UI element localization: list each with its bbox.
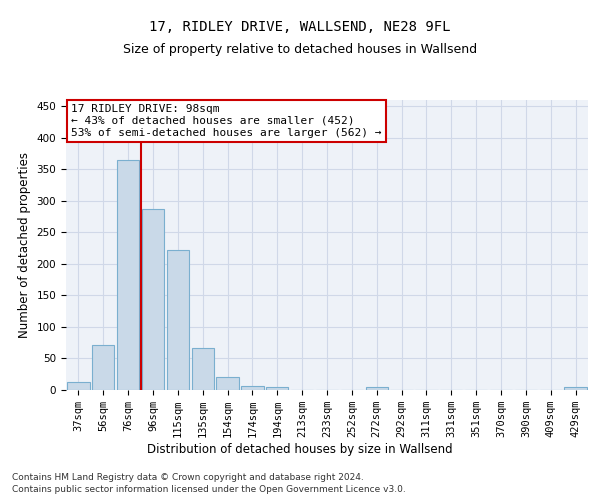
Bar [191, 348, 214, 390]
Text: Size of property relative to detached houses in Wallsend: Size of property relative to detached ho… [123, 42, 477, 56]
Bar [142, 209, 164, 390]
Text: 17 RIDLEY DRIVE: 98sqm
← 43% of detached houses are smaller (452)
53% of semi-de: 17 RIDLEY DRIVE: 98sqm ← 43% of detached… [71, 104, 382, 138]
Text: Contains HM Land Registry data © Crown copyright and database right 2024.: Contains HM Land Registry data © Crown c… [12, 472, 364, 482]
Bar [167, 250, 189, 390]
Bar [117, 160, 139, 390]
Y-axis label: Number of detached properties: Number of detached properties [18, 152, 31, 338]
Bar [241, 386, 263, 390]
Bar [565, 388, 587, 390]
Bar [266, 387, 289, 390]
Bar [67, 382, 89, 390]
Text: 17, RIDLEY DRIVE, WALLSEND, NE28 9FL: 17, RIDLEY DRIVE, WALLSEND, NE28 9FL [149, 20, 451, 34]
Text: Distribution of detached houses by size in Wallsend: Distribution of detached houses by size … [147, 442, 453, 456]
Bar [365, 388, 388, 390]
Bar [217, 378, 239, 390]
Text: Contains public sector information licensed under the Open Government Licence v3: Contains public sector information licen… [12, 485, 406, 494]
Bar [92, 344, 115, 390]
